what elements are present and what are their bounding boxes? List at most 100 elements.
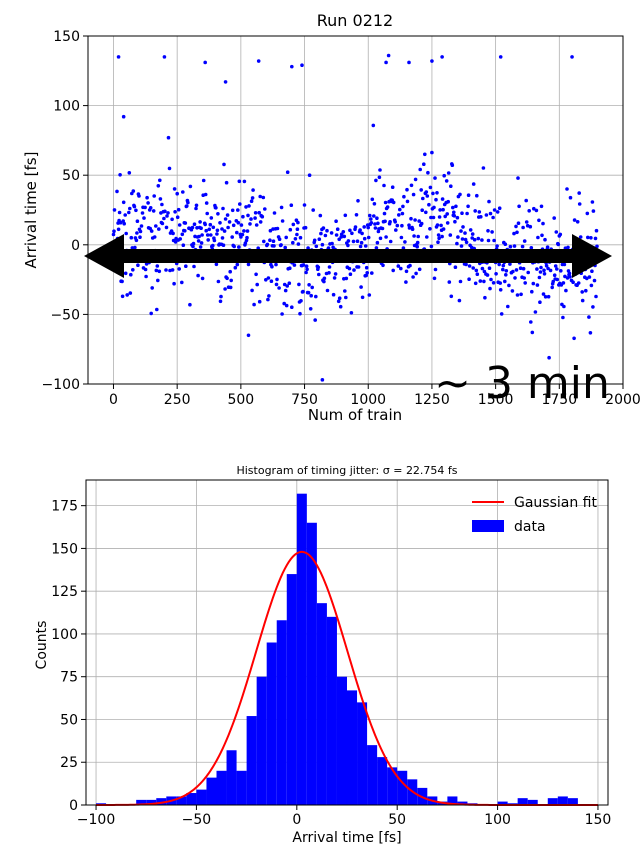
scatter-point (268, 228, 273, 233)
scatter-point (479, 215, 483, 219)
scatter-point (120, 294, 125, 299)
scatter-point (250, 288, 254, 293)
scatter-point (400, 223, 404, 228)
scatter-point (166, 211, 170, 215)
scatter-point (125, 293, 129, 297)
scatter-point (170, 217, 174, 222)
scatter-point (332, 276, 337, 280)
scatter-point (117, 210, 122, 215)
scatter-point (516, 176, 520, 180)
scatter-point (539, 204, 544, 209)
scatter-point (337, 296, 342, 301)
scatter-point (481, 166, 486, 170)
scatter-point (407, 60, 411, 65)
scatter-point (162, 216, 166, 221)
scatter-point (413, 177, 418, 182)
scatter-point (156, 278, 160, 283)
scatter-point (222, 229, 227, 233)
scatter-point (589, 236, 593, 240)
scatter-frame (87, 35, 624, 385)
scatter-x-tick-label: 1500 (478, 392, 514, 408)
scatter-point (300, 63, 304, 68)
duration-arrow-left-head (84, 234, 124, 278)
scatter-point (214, 262, 219, 267)
scatter-point (162, 55, 167, 59)
scatter-point (151, 209, 156, 213)
scatter-point (447, 280, 452, 284)
scatter-point (279, 243, 283, 247)
scatter-point (148, 206, 153, 210)
scatter-point (295, 227, 300, 231)
scatter-point (499, 312, 504, 316)
scatter-point (352, 268, 356, 272)
scatter-point (383, 200, 388, 205)
histogram-y-tick-label: 100 (51, 627, 78, 643)
scatter-point (270, 264, 274, 269)
scatter-point (129, 235, 134, 240)
scatter-point (272, 211, 277, 215)
scatter-point (112, 229, 116, 233)
scatter-point (433, 176, 437, 180)
scatter-point (209, 216, 214, 220)
scatter-point (180, 280, 184, 285)
scatter-point (521, 266, 526, 271)
scatter-point (211, 243, 215, 248)
scatter-point (274, 262, 278, 267)
scatter-point (155, 307, 159, 312)
scatter-point (467, 264, 472, 268)
scatter-point (185, 204, 189, 208)
scatter-point (440, 197, 445, 201)
scatter-point (208, 222, 213, 227)
scatter-point (271, 239, 276, 243)
histogram-x-label: Arrival time [fs] (292, 830, 401, 846)
scatter-point (190, 225, 195, 230)
scatter-point (285, 170, 290, 174)
scatter-point (529, 320, 533, 324)
scatter-point (225, 213, 230, 217)
duration-annotation: ~ 3 min (434, 358, 610, 409)
scatter-point (154, 268, 159, 273)
scatter-point (287, 281, 292, 286)
scatter-point (211, 225, 216, 230)
scatter-point (414, 271, 418, 276)
scatter-point (363, 244, 368, 248)
scatter-point (192, 264, 196, 269)
scatter-point (537, 218, 541, 223)
scatter-point (227, 220, 232, 224)
scatter-point (411, 192, 416, 197)
histogram-bar (256, 676, 267, 805)
scatter-point (399, 235, 404, 240)
scatter-point (386, 53, 391, 58)
scatter-point (460, 211, 464, 215)
scatter-point (451, 205, 455, 210)
scatter-point (533, 310, 538, 314)
scatter-point (186, 200, 190, 205)
scatter-point (246, 213, 250, 218)
scatter-point (400, 211, 405, 216)
histogram-bar (266, 642, 277, 805)
scatter-point (172, 187, 177, 191)
scatter-point (283, 245, 288, 250)
scatter-point (442, 173, 447, 178)
scatter-point (192, 222, 197, 226)
scatter-point (145, 195, 149, 200)
scatter-point (516, 221, 521, 225)
scatter-point (448, 233, 453, 237)
scatter-point (112, 208, 117, 212)
scatter-point (577, 191, 581, 195)
scatter-point (348, 272, 353, 277)
scatter-point (338, 304, 343, 309)
scatter-point (518, 266, 523, 271)
scatter-chart: 0 250 500 750 1000 1250 1500 1750 2000 −100 −50 0 5… (0, 0, 641, 424)
scatter-point (457, 298, 462, 303)
scatter-point (404, 280, 408, 284)
scatter-point (203, 222, 207, 227)
scatter-point (266, 276, 271, 280)
scatter-point (571, 280, 575, 285)
histogram-x-ticks: −100 −50 0 50 100 150 (77, 805, 611, 828)
scatter-point (490, 230, 494, 234)
scatter-y-tick-label: −100 (42, 377, 80, 393)
scatter-point (369, 221, 374, 225)
scatter-point (272, 244, 276, 248)
scatter-point (476, 236, 481, 241)
